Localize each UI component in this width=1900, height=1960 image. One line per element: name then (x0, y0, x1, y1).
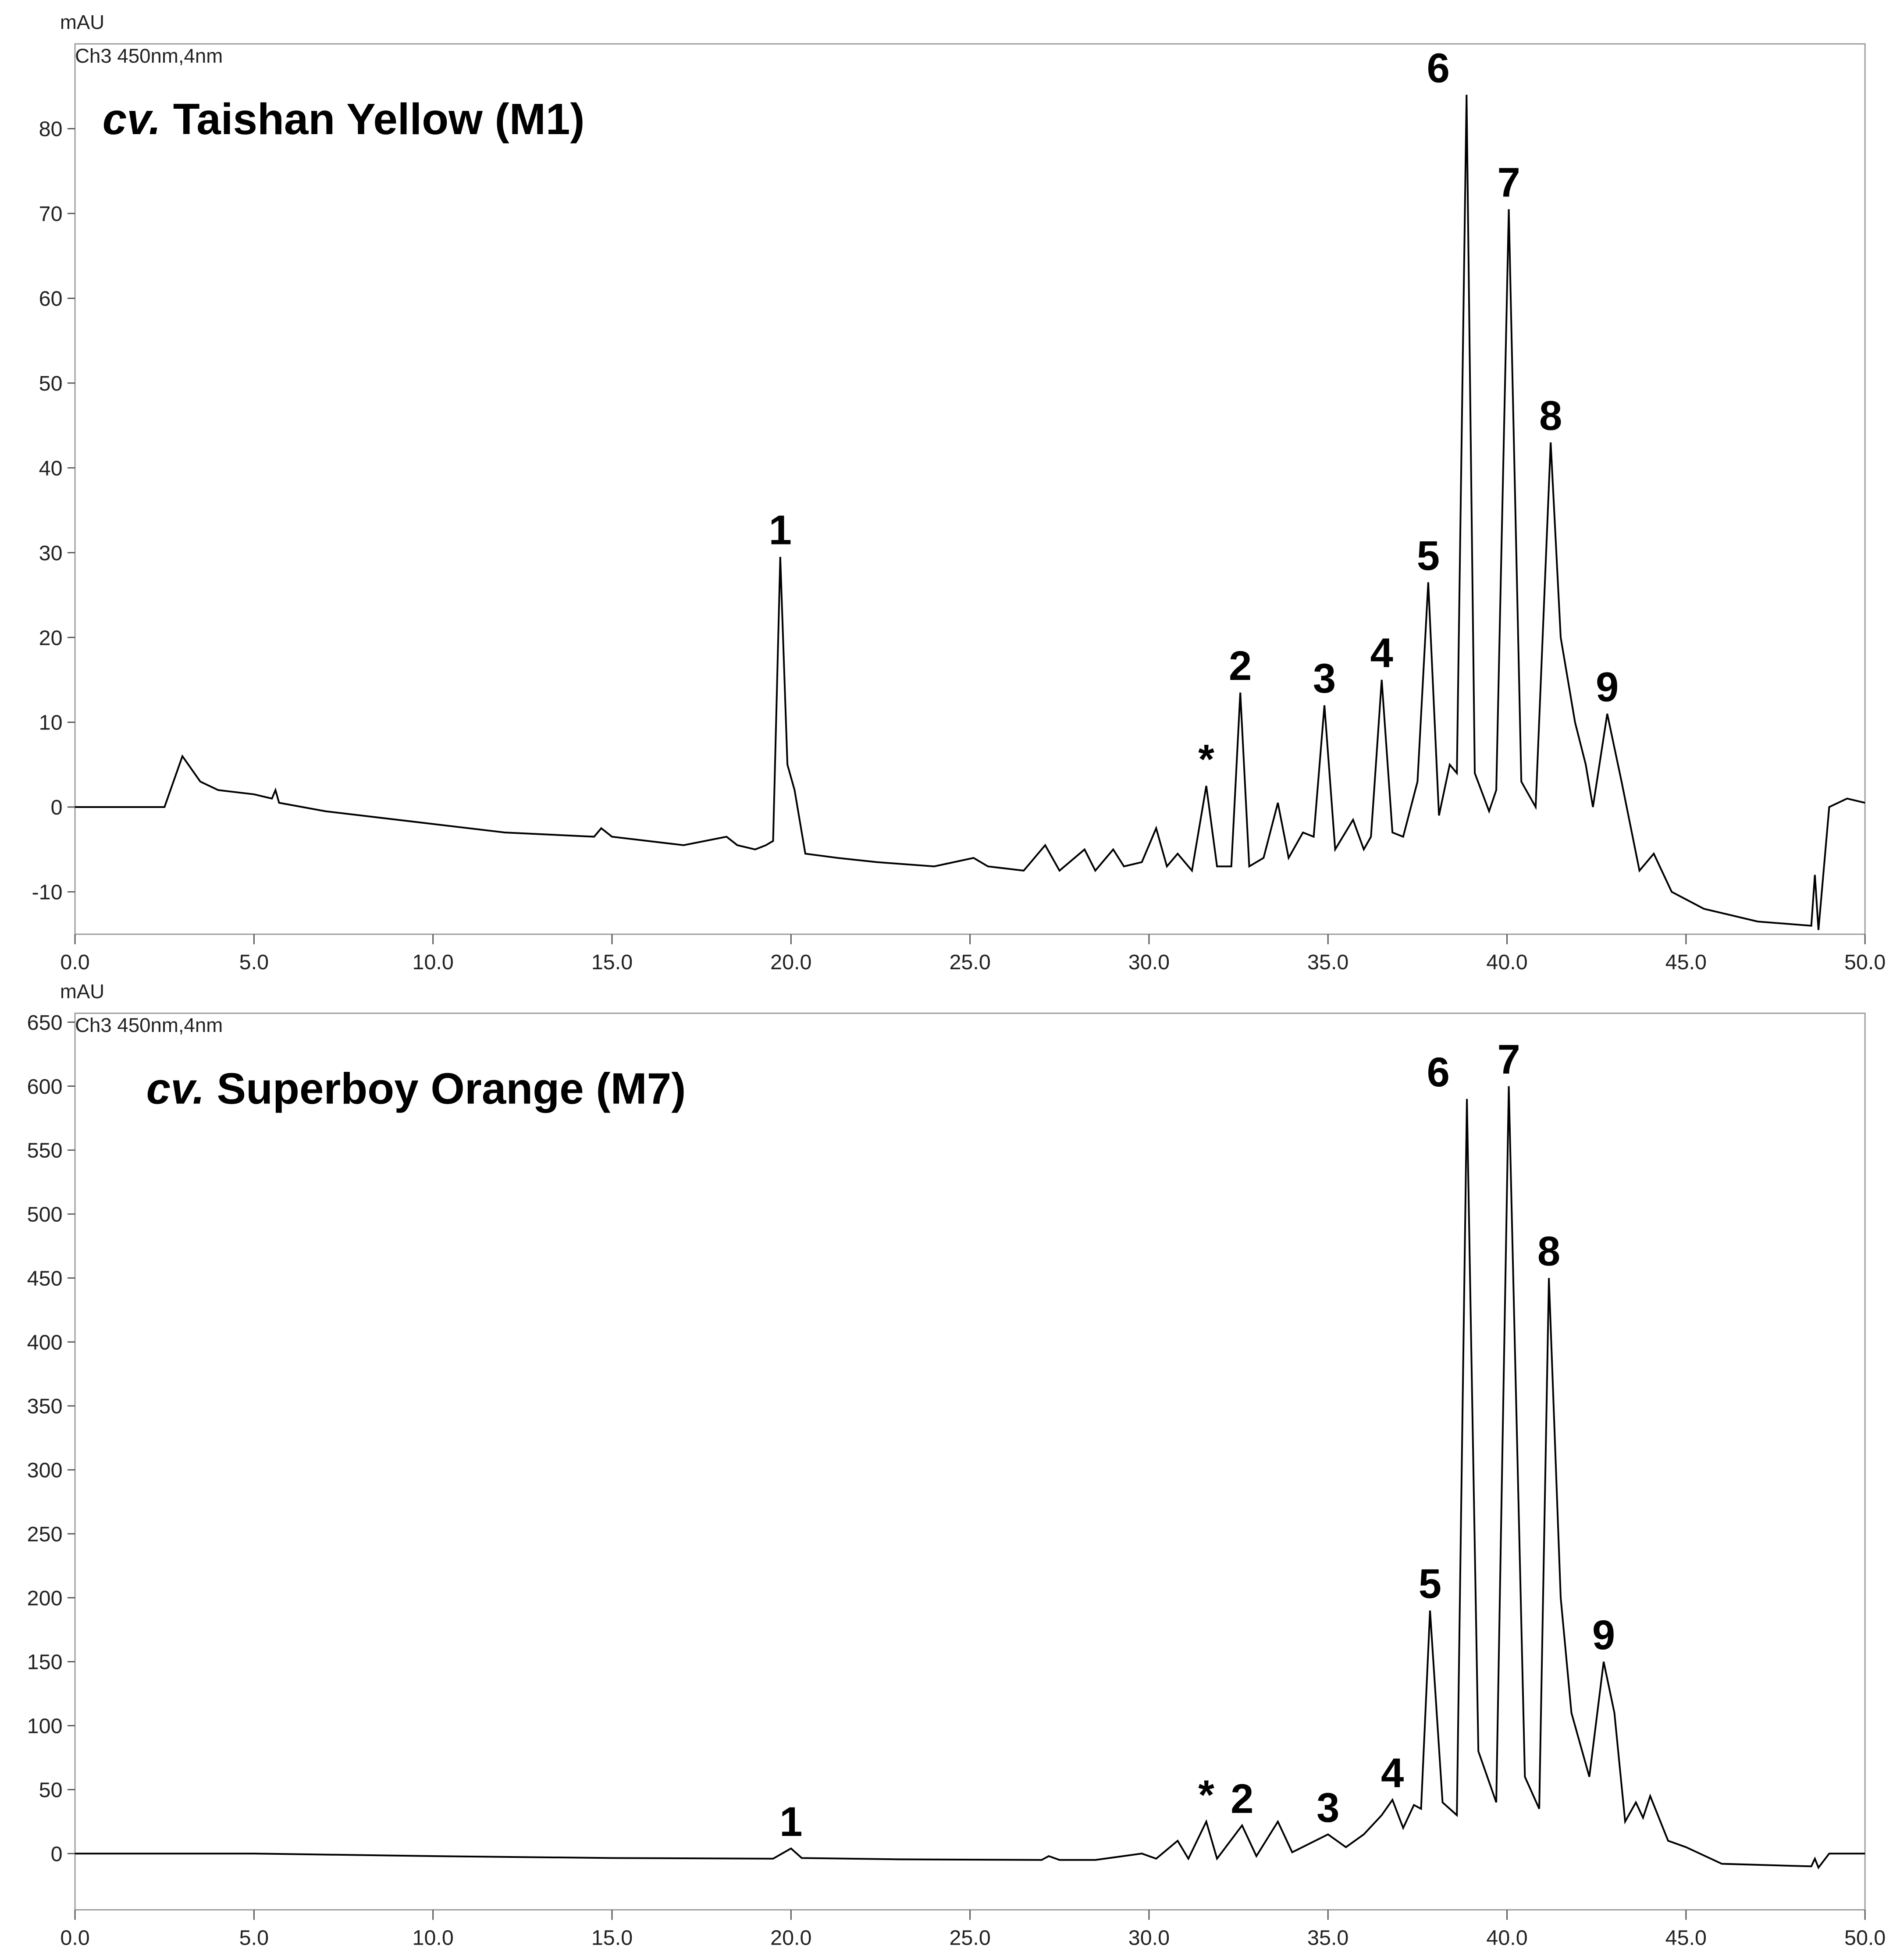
peak-label: * (1198, 1772, 1214, 1818)
x-tick-label: 40.0 (1486, 950, 1527, 974)
y-tick-label: 80 (39, 117, 63, 141)
y-tick-label: 550 (27, 1139, 63, 1163)
peak-label: 5 (1417, 533, 1440, 579)
peak-label: 2 (1231, 1775, 1253, 1821)
y-tick-label: 0 (51, 1842, 63, 1866)
y-tick-label: 150 (27, 1651, 63, 1674)
plot-frame (74, 1012, 1866, 1911)
peak-label: 7 (1497, 160, 1520, 206)
x-tick-label: 45.0 (1665, 1926, 1707, 1950)
peak-label: 3 (1316, 1785, 1339, 1831)
y-tick-label: 50 (39, 372, 63, 395)
peak-label: 9 (1592, 1612, 1615, 1658)
peak-label: 8 (1539, 392, 1562, 438)
peak-label: 1 (779, 1799, 802, 1845)
x-tick-label: 30.0 (1128, 1926, 1170, 1950)
y-tick-label: 600 (27, 1075, 63, 1099)
y-tick-label: 650 (27, 1011, 63, 1035)
peak-label: 8 (1537, 1228, 1560, 1274)
subtitle: Ch3 450nm,4nm (75, 45, 223, 67)
y-tick-label: 40 (39, 456, 63, 480)
y-tick-label: 300 (27, 1458, 63, 1482)
y-tick-label: 20 (39, 626, 63, 650)
x-tick-label: 10.0 (413, 950, 454, 974)
y-tick-label: 500 (27, 1202, 63, 1226)
peak-label: 4 (1370, 630, 1393, 676)
plot-frame (74, 43, 1866, 935)
x-tick-label: 50.0 (1844, 950, 1886, 974)
peak-label: 4 (1381, 1750, 1404, 1796)
y-tick-label: 400 (27, 1330, 63, 1354)
peak-label: 1 (769, 507, 792, 553)
x-tick-label: 5.0 (239, 1926, 269, 1950)
x-tick-label: 10.0 (413, 1926, 454, 1950)
x-tick-label: 35.0 (1307, 1926, 1349, 1950)
peak-label: 7 (1497, 1036, 1520, 1082)
peak-label: 3 (1313, 655, 1336, 701)
peak-label: 6 (1427, 1049, 1450, 1095)
y-tick-label: 60 (39, 287, 63, 310)
y-tick-label: 0 (51, 796, 63, 819)
x-tick-label: 25.0 (949, 1926, 990, 1950)
x-tick-label: 50.0 (1844, 1926, 1886, 1950)
y-tick-label: 30 (39, 541, 63, 565)
subtitle: Ch3 450nm,4nm (75, 1014, 223, 1036)
x-tick-label: 25.0 (949, 950, 990, 974)
chart-title: cv. Taishan Yellow (M1) (103, 95, 585, 144)
x-tick-label: 40.0 (1486, 1926, 1527, 1950)
x-tick-label: 5.0 (239, 950, 269, 974)
chromatogram-trace (75, 95, 1865, 930)
x-tick-label: 15.0 (591, 950, 633, 974)
y-tick-label: 250 (27, 1522, 63, 1546)
x-tick-label: 0.0 (60, 950, 89, 974)
chromatogram-trace (75, 1086, 1865, 1870)
y-tick-label: 350 (27, 1394, 63, 1418)
peak-label: * (1198, 736, 1214, 782)
y-tick-label: 450 (27, 1266, 63, 1290)
x-tick-label: 15.0 (591, 1926, 633, 1950)
y-tick-label: 10 (39, 711, 63, 735)
y-tick-label: 200 (27, 1586, 63, 1610)
y-tick-label: 50 (39, 1778, 63, 1802)
x-tick-label: 0.0 (60, 1926, 89, 1950)
peak-label: 5 (1419, 1561, 1441, 1607)
y-axis-label: mAU (60, 980, 104, 1003)
y-tick-label: 70 (39, 202, 63, 226)
peak-label: 9 (1596, 664, 1619, 710)
x-tick-label: 45.0 (1665, 950, 1707, 974)
y-tick-label: -10 (32, 880, 63, 904)
peak-label: 2 (1229, 643, 1252, 689)
x-tick-label: 20.0 (770, 950, 811, 974)
x-tick-label: 20.0 (770, 1926, 811, 1950)
x-tick-label: 30.0 (1128, 950, 1170, 974)
y-tick-label: 100 (27, 1715, 63, 1738)
chart-title: cv. Superboy Orange (M7) (146, 1064, 686, 1113)
y-axis-label: mAU (60, 11, 104, 33)
peak-label: 6 (1427, 45, 1450, 91)
x-tick-label: 35.0 (1307, 950, 1349, 974)
